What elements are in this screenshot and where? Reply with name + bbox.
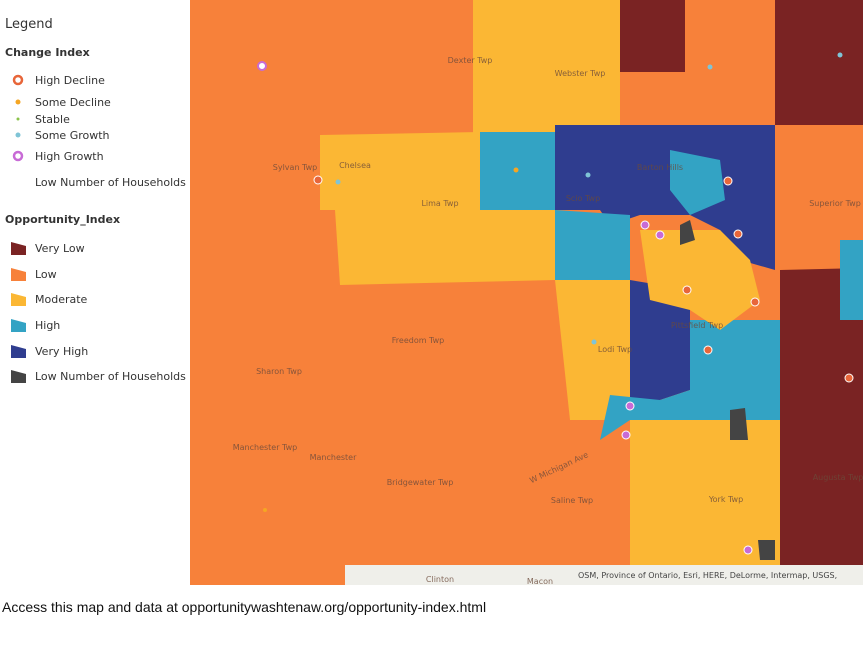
place-label: Lodi Twp xyxy=(598,345,632,354)
legend-label: Some Growth xyxy=(35,129,110,142)
region-moderate xyxy=(555,280,630,420)
place-label: Chelsea xyxy=(339,161,371,170)
point xyxy=(837,52,843,58)
legend-swatch xyxy=(11,319,26,332)
point xyxy=(640,220,650,230)
place-label: Clinton xyxy=(426,575,454,584)
region-very-low xyxy=(620,0,685,72)
region-high xyxy=(600,320,830,440)
legend-title: Legend xyxy=(5,17,53,32)
place-label: Saline Twp xyxy=(551,496,593,505)
place-label: Superior Twp xyxy=(809,199,861,208)
legend-swatch xyxy=(11,370,26,383)
legend-symbol xyxy=(15,132,21,138)
legend-label: Low Number of Households xyxy=(35,370,186,383)
legend-swatch xyxy=(11,293,26,306)
point xyxy=(313,175,323,185)
point xyxy=(844,373,854,383)
place-label: Augusta Twp xyxy=(813,473,863,482)
place-label: Freedom Twp xyxy=(392,336,444,345)
legend-label: Low Number of Households xyxy=(35,176,186,189)
place-label: Bridgewater Twp xyxy=(387,478,454,487)
point xyxy=(707,64,713,70)
place-label: Dexter Twp xyxy=(448,56,493,65)
point xyxy=(257,61,267,71)
legend-swatch xyxy=(11,268,26,281)
legend-label: Some Decline xyxy=(35,96,111,109)
region-high xyxy=(555,210,630,280)
legend-label: High Decline xyxy=(35,74,105,87)
point xyxy=(585,172,591,178)
region-very-high xyxy=(630,280,690,400)
legend-label: High xyxy=(35,319,60,332)
region-high xyxy=(840,240,863,320)
legend-label: Very High xyxy=(35,345,88,358)
place-label: Manchester Twp xyxy=(233,443,298,452)
region-moderate xyxy=(473,0,620,135)
place-label: Macon xyxy=(527,577,553,586)
place-label: Scio Twp xyxy=(566,194,600,203)
point xyxy=(682,285,692,295)
point xyxy=(655,230,665,240)
region-low-households xyxy=(680,220,695,245)
region-moderate xyxy=(640,230,760,330)
legend-swatch xyxy=(11,345,26,358)
legend-panel xyxy=(0,0,190,585)
point xyxy=(263,508,267,512)
legend-swatch xyxy=(11,242,26,255)
point xyxy=(625,401,635,411)
region-low-households xyxy=(758,540,775,560)
point xyxy=(703,345,713,355)
legend-symbol xyxy=(15,99,21,105)
legend-symbol xyxy=(12,74,24,86)
region-moderate xyxy=(320,132,555,285)
legend-symbol xyxy=(16,117,20,121)
place-label: Pittsfield Twp xyxy=(671,321,723,330)
basemap-strip xyxy=(345,565,863,585)
place-label: Barton Hills xyxy=(637,163,683,172)
point xyxy=(335,179,341,185)
point xyxy=(743,545,753,555)
legend-section: Change Index xyxy=(5,46,90,59)
point xyxy=(591,339,597,345)
place-label: Webster Twp xyxy=(555,69,606,78)
point xyxy=(750,297,760,307)
legend-label: Moderate xyxy=(35,293,88,306)
point xyxy=(733,229,743,239)
map: Dexter Twp Webster Twp Sylvan Twp Chelse… xyxy=(190,0,863,586)
legend-label: Low xyxy=(35,268,57,281)
place-label: York Twp xyxy=(708,495,743,504)
region-very-low xyxy=(780,268,863,565)
place-label: Sylvan Twp xyxy=(273,163,317,172)
region-moderate xyxy=(630,420,780,565)
data-points xyxy=(257,52,854,555)
caption: Access this map and data at opportunityw… xyxy=(2,599,486,615)
place-label: Lima Twp xyxy=(421,199,458,208)
place-label: Manchester xyxy=(310,453,357,462)
point xyxy=(513,167,519,173)
legend: Legend Change Index Opportunity_Index Hi… xyxy=(0,0,190,585)
point xyxy=(723,176,733,186)
legend-label: Stable xyxy=(35,113,70,126)
legend-label: Very Low xyxy=(35,242,85,255)
region-low-households xyxy=(730,408,748,440)
legend-symbol xyxy=(12,150,24,162)
legend-section: Opportunity_Index xyxy=(5,213,120,226)
place-label: Sharon Twp xyxy=(256,367,302,376)
region-high xyxy=(670,150,725,215)
point xyxy=(621,430,631,440)
attribution: OSM, Province of Ontario, Esri, HERE, De… xyxy=(578,571,837,580)
region-very-low xyxy=(775,0,863,125)
legend-label: High Growth xyxy=(35,150,104,163)
